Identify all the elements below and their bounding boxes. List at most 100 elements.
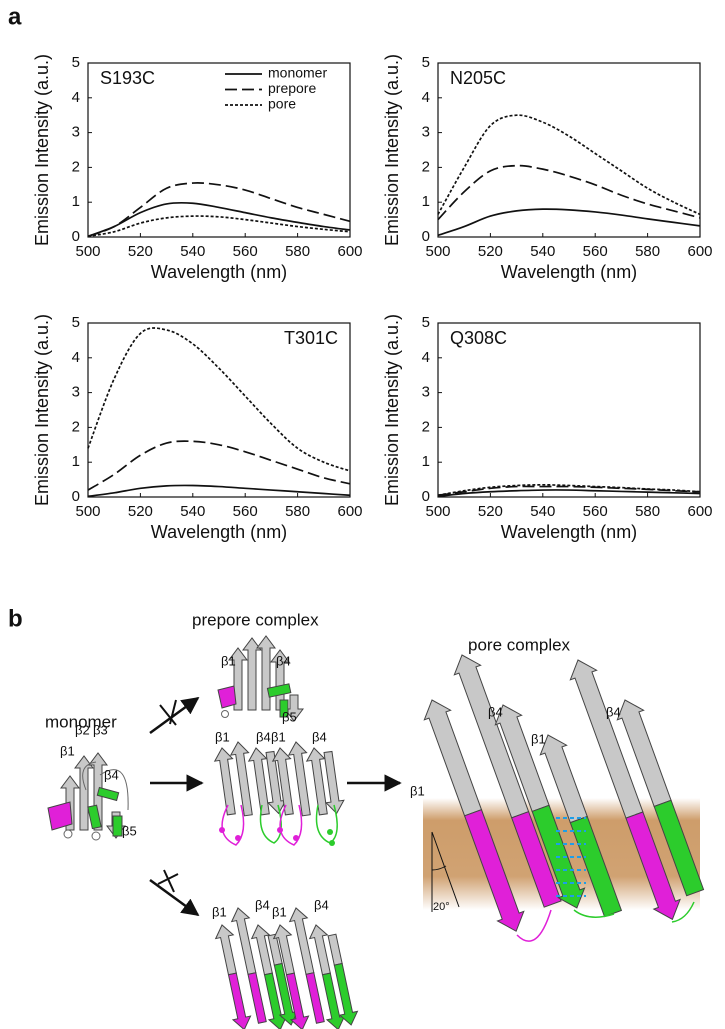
x-tick-label: 500 — [425, 243, 450, 260]
strand-label: β1 — [212, 904, 227, 919]
series-line — [87, 182, 351, 238]
series-line — [87, 484, 351, 498]
x-tick-label: 580 — [635, 503, 660, 520]
y-tick-label: 3 — [72, 124, 80, 141]
y-tick-label: 1 — [72, 453, 80, 470]
y-tick-label: 5 — [422, 54, 430, 71]
x-tick-label: 540 — [530, 243, 555, 260]
strand-label: β4 — [606, 704, 621, 719]
strand-label: β1 — [531, 731, 546, 746]
pore-structure: 20° β1 β4 β1 β4 — [410, 654, 705, 942]
x-tick-label: 500 — [75, 503, 100, 520]
plot-frame — [437, 62, 701, 238]
y-tick-label: 4 — [422, 349, 430, 366]
chart-title: Q308C — [450, 328, 507, 348]
x-tick-label: 600 — [687, 243, 712, 260]
x-tick-label: 560 — [233, 243, 258, 260]
x-tick-label: 580 — [285, 503, 310, 520]
y-tick-label: 2 — [72, 418, 80, 435]
y-tick-label: 5 — [72, 54, 80, 71]
y-tick-label: 0 — [422, 228, 430, 245]
strand-label: β4 — [488, 704, 503, 719]
x-tick-label: 560 — [233, 503, 258, 520]
x-tick-label: 500 — [75, 243, 100, 260]
panel-label: a — [8, 3, 22, 30]
series-line — [87, 327, 351, 472]
y-tick-label: 4 — [72, 89, 80, 106]
x-tick-label: 580 — [635, 243, 660, 260]
y-tick-label: 3 — [72, 384, 80, 401]
series-line — [437, 208, 701, 237]
diagram: b prepore complex pore complex monomer β… — [8, 605, 705, 1029]
series-line — [437, 485, 701, 497]
legend-label: monomer — [268, 65, 327, 81]
y-tick-label: 4 — [72, 349, 80, 366]
x-tick-label: 580 — [285, 243, 310, 260]
series-line — [437, 489, 701, 498]
strand-label: β1 — [215, 729, 230, 744]
x-tick-label: 600 — [337, 243, 362, 260]
x-axis-label: Wavelength (nm) — [501, 262, 637, 282]
x-tick-label: 540 — [180, 503, 205, 520]
blocked-mark — [159, 699, 177, 726]
strand-label: β1 — [272, 904, 287, 919]
strand-label: β4 — [312, 729, 327, 744]
series-line — [87, 440, 351, 491]
x-tick-label: 560 — [583, 243, 608, 260]
strand-label: β1 — [410, 783, 425, 798]
strand-label: β3 — [93, 722, 108, 737]
angle-label: 20° — [433, 901, 450, 913]
y-tick-label: 0 — [72, 488, 80, 505]
legend-label: prepore — [268, 80, 316, 96]
y-tick-label: 1 — [422, 453, 430, 470]
y-tick-label: 2 — [422, 418, 430, 435]
y-axis-label: Emission Intensity (a.u.) — [382, 314, 402, 506]
x-tick-label: 500 — [425, 503, 450, 520]
x-tick-label: 560 — [583, 503, 608, 520]
x-tick-label: 600 — [337, 503, 362, 520]
strand-label: β4 — [255, 897, 270, 912]
y-tick-label: 3 — [422, 384, 430, 401]
legend-label: pore — [268, 96, 296, 112]
strand-label: β1 — [60, 743, 75, 758]
stage-label: prepore complex — [192, 610, 319, 629]
arrow — [149, 696, 200, 735]
y-tick-label: 4 — [422, 89, 430, 106]
y-tick-label: 0 — [422, 488, 430, 505]
arrow — [149, 878, 200, 917]
stage-label: monomer — [45, 712, 117, 731]
plot-frame — [87, 322, 351, 498]
y-axis-label: Emission Intensity (a.u.) — [32, 54, 52, 246]
y-tick-label: 2 — [422, 158, 430, 175]
series-line — [437, 114, 701, 216]
plot-frame — [437, 322, 701, 498]
chart-title: N205C — [450, 68, 506, 88]
series-line — [437, 483, 701, 497]
y-tick-label: 1 — [422, 193, 430, 210]
y-tick-label: 0 — [72, 228, 80, 245]
monomer-structure: β1 β2 β3 β4 β5 — [47, 722, 137, 841]
y-axis-label: Emission Intensity (a.u.) — [382, 54, 402, 246]
blocked-mark — [157, 869, 179, 893]
plot-frame — [87, 62, 351, 238]
y-tick-label: 5 — [422, 314, 430, 331]
x-tick-label: 520 — [478, 243, 503, 260]
x-tick-label: 540 — [180, 243, 205, 260]
x-tick-label: 520 — [478, 503, 503, 520]
x-axis-label: Wavelength (nm) — [151, 522, 287, 542]
stage-label: pore complex — [468, 635, 571, 654]
x-axis-label: Wavelength (nm) — [501, 522, 637, 542]
y-tick-label: 2 — [72, 158, 80, 175]
x-axis-label: Wavelength (nm) — [151, 262, 287, 282]
prepore-row: β1 β4 β1 β4 — [213, 729, 345, 846]
strand-label: β1 — [271, 729, 286, 744]
x-tick-label: 600 — [687, 503, 712, 520]
blocked-row: β1 β4 β1 β4 — [212, 897, 359, 1029]
chart-title: S193C — [100, 68, 155, 88]
panel-label: b — [8, 605, 23, 632]
prepore-structure: β1 β4 β5 — [217, 635, 304, 724]
y-tick-label: 5 — [72, 314, 80, 331]
x-tick-label: 520 — [128, 243, 153, 260]
y-tick-label: 1 — [72, 193, 80, 210]
